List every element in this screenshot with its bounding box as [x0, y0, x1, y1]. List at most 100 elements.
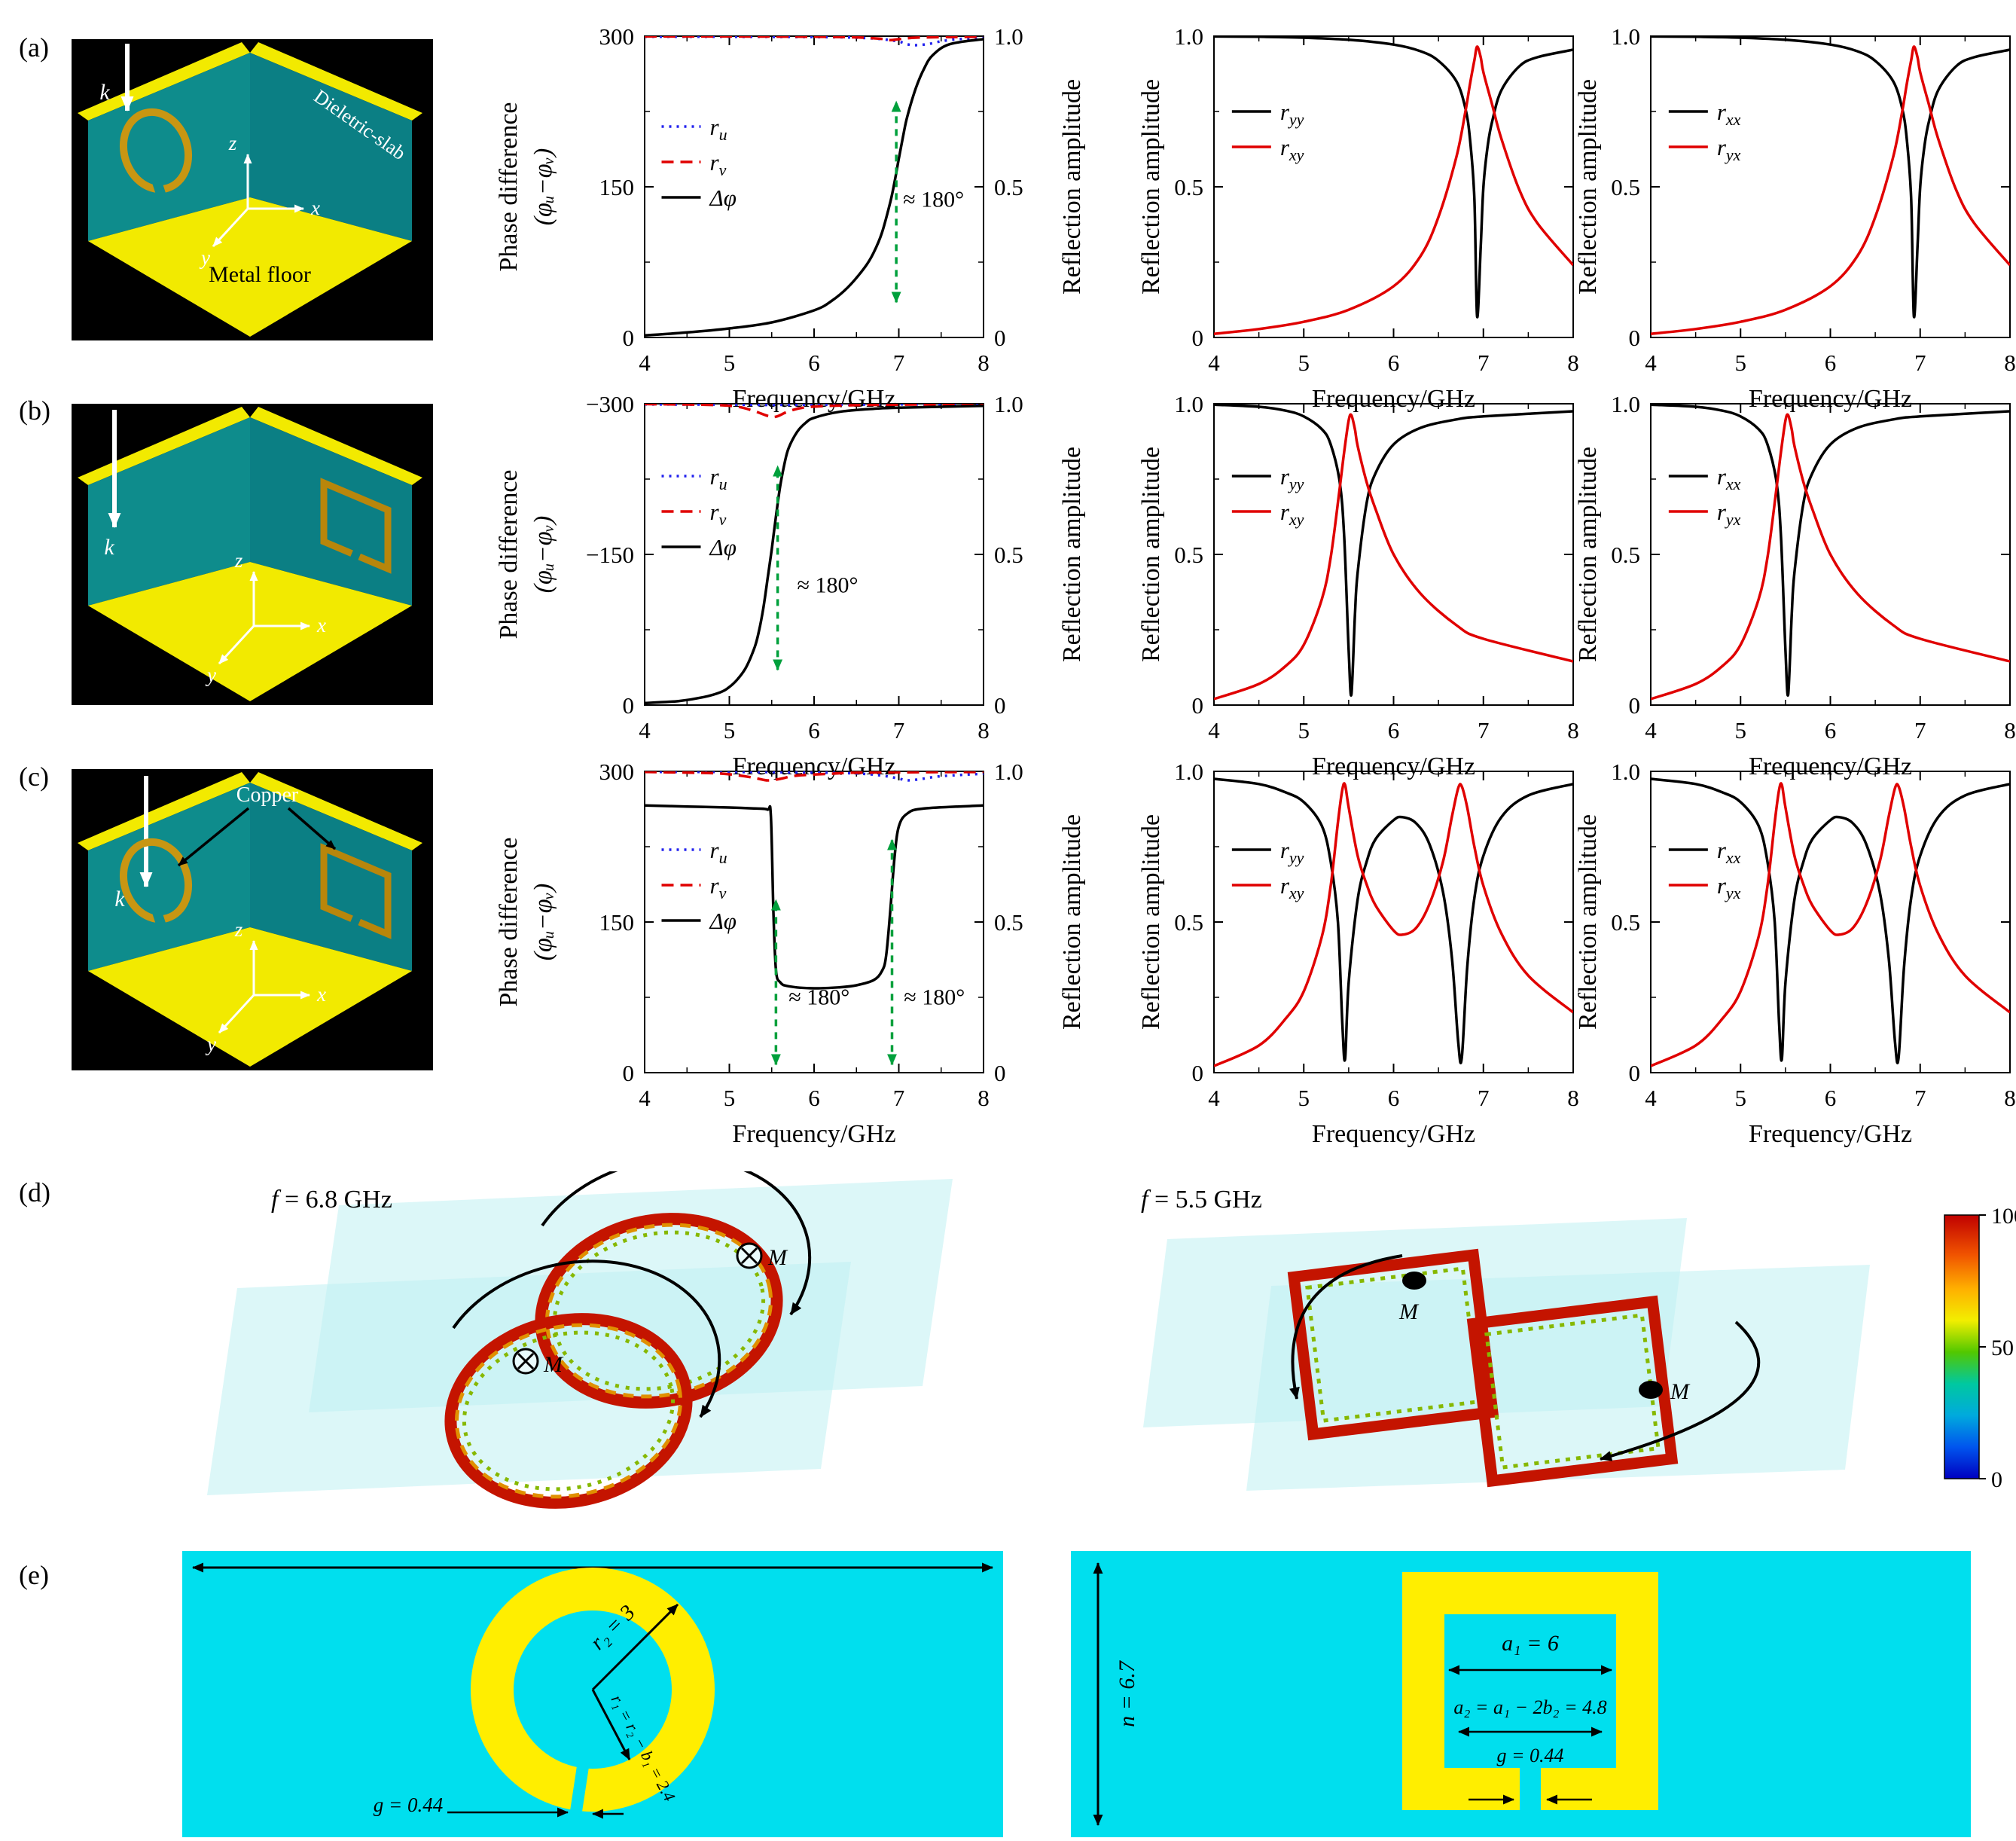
svg-text:0.5: 0.5 [1174, 909, 1203, 936]
svg-text:8: 8 [1567, 350, 1579, 376]
svg-text:150: 150 [599, 909, 635, 936]
svg-text:7: 7 [1478, 350, 1490, 376]
svg-text:rxx: rxx [1717, 463, 1741, 493]
svg-text:6: 6 [808, 717, 820, 743]
svg-text:1.0: 1.0 [994, 759, 1023, 785]
svg-text:Phase difference: Phase difference [495, 470, 523, 640]
svg-text:8: 8 [1567, 1085, 1579, 1111]
svg-text:−150: −150 [586, 542, 634, 568]
svg-text:8: 8 [978, 350, 990, 376]
svg-text:a₂ = a₁ − 2b₂ = 4.8: a₂ = a₁ − 2b₂ = 4.8 [1453, 1696, 1606, 1718]
svg-text:Δφ: Δφ [709, 908, 737, 934]
panel-label-e: (e) [19, 1560, 49, 1590]
chart-c_r2: 4 5 6 7 8 0 0.5 1.0 Frequency/GHz Reflection ampl… [1574, 759, 2016, 1148]
svg-text:0.5: 0.5 [994, 909, 1023, 936]
svg-text:ryy: ryy [1280, 463, 1304, 493]
svg-text:≈ 180°: ≈ 180° [904, 985, 965, 1009]
series-Δφ [645, 404, 984, 705]
svg-text:5: 5 [1735, 717, 1747, 743]
svg-text:y: y [199, 246, 210, 269]
current-direction-arrow [452, 1259, 721, 1418]
svg-text:ru: ru [710, 837, 727, 867]
svg-text:Reflection amplitude: Reflection amplitude [1574, 814, 1602, 1030]
chart-mount-a-phase: 4 5 6 7 8 0 150 300 0 0.5 1.0 Frequency/GHz Phase di… [482, 21, 1099, 418]
series-r_yy [1214, 777, 1573, 1064]
svg-text:k: k [114, 887, 125, 911]
svg-text:4: 4 [639, 1085, 651, 1111]
svg-text:M: M [1398, 1299, 1420, 1324]
chart-mount-c-phase: 4 5 6 7 8 0 150 300 0 0.5 1.0 Frequency/GHz Phase di… [482, 756, 1099, 1153]
svg-text:ryx: ryx [1717, 499, 1741, 529]
svg-text:rxy: rxy [1280, 499, 1304, 529]
svg-text:0: 0 [623, 325, 635, 351]
svg-text:7: 7 [893, 717, 905, 743]
metal-floor [88, 927, 412, 1067]
svg-text:5: 5 [724, 1085, 736, 1111]
svg-text:0.5: 0.5 [994, 542, 1023, 568]
svg-text:300: 300 [599, 23, 635, 50]
chart-mount-a-refl1: 4 5 6 7 8 0 0.5 1.0 Frequency/GHz Reflection ampl… [1127, 21, 1579, 418]
svg-text:0: 0 [994, 325, 1006, 351]
svg-text:1.0: 1.0 [1174, 23, 1203, 50]
square-split-ring [320, 843, 392, 939]
chart-mount-b-refl2: 4 5 6 7 8 0 0.5 1.0 Frequency/GHz Reflection ampl… [1564, 389, 2016, 786]
svg-text:4: 4 [1645, 1085, 1657, 1111]
svg-text:4: 4 [1645, 350, 1657, 376]
svg-text:5: 5 [1735, 1085, 1747, 1111]
svg-text:1.0: 1.0 [994, 23, 1023, 50]
svg-text:4: 4 [639, 717, 651, 743]
svg-text:7: 7 [1914, 350, 1926, 376]
svg-text:M: M [767, 1245, 788, 1270]
svg-text:0.5: 0.5 [994, 174, 1023, 200]
svg-text:Δφ: Δφ [709, 185, 737, 211]
svg-text:1.0: 1.0 [994, 391, 1023, 417]
svg-text:4: 4 [1208, 350, 1220, 376]
svg-text:Metal floor: Metal floor [209, 262, 311, 287]
series-r_xx [1651, 404, 2010, 698]
schematic-c: k z x y Copper [72, 769, 433, 1070]
series-r_xy [1214, 413, 1573, 701]
svg-text:0: 0 [994, 692, 1006, 719]
svg-text:1.0: 1.0 [1174, 759, 1203, 785]
svg-text:6: 6 [1825, 1085, 1837, 1111]
chart-mount-c-refl1: 4 5 6 7 8 0 0.5 1.0 Frequency/GHz Reflection ampl… [1127, 756, 1579, 1153]
svg-text:0: 0 [1629, 1060, 1641, 1086]
svg-text:0.5: 0.5 [1174, 542, 1203, 568]
svg-text:5: 5 [1298, 1085, 1310, 1111]
svg-text:g = 0.44: g = 0.44 [374, 1794, 443, 1816]
svg-text:6: 6 [1825, 350, 1837, 376]
svg-text:≈ 180°: ≈ 180° [798, 573, 859, 598]
svg-text:4: 4 [639, 350, 651, 376]
svg-text:z: z [228, 132, 237, 154]
series-r_v [645, 404, 984, 419]
svg-text:6: 6 [1388, 350, 1400, 376]
svg-text:rv: rv [710, 499, 727, 529]
series-r_xx [1651, 36, 2010, 319]
svg-text:300: 300 [599, 759, 635, 785]
svg-text:ryy: ryy [1280, 837, 1304, 867]
svg-text:0.5: 0.5 [1611, 542, 1640, 568]
svg-text:8: 8 [1567, 717, 1579, 743]
svg-text:y: y [205, 664, 216, 686]
svg-text:rv: rv [710, 149, 727, 179]
chart-mount-b-phase: 4 5 6 7 8 0 −150 −300 0 0.5 1.0 Frequency/GHz Phase … [482, 389, 1099, 786]
chart-mount-b-refl1: 4 5 6 7 8 0 0.5 1.0 Frequency/GHz Reflection ampl… [1127, 389, 1579, 786]
schematic-mount-c: k z x y Copper [72, 769, 433, 1074]
svg-text:−300: −300 [586, 391, 634, 417]
series-r_xx [1651, 777, 2010, 1064]
svg-text:ryy: ryy [1280, 99, 1304, 129]
svg-text:0: 0 [1192, 692, 1204, 719]
square-split-ring [320, 478, 392, 574]
svg-text:M: M [1670, 1379, 1691, 1404]
svg-text:Δφ: Δφ [709, 534, 737, 560]
current-direction-arrow [1289, 1254, 1403, 1400]
metal-floor [88, 197, 412, 337]
svg-text:5: 5 [1735, 350, 1747, 376]
svg-text:Copper: Copper [236, 783, 299, 807]
r2-radius-arrow [591, 1603, 679, 1691]
svg-text:7: 7 [1478, 717, 1490, 743]
svg-text:Reflection amplitude: Reflection amplitude [1137, 79, 1165, 295]
